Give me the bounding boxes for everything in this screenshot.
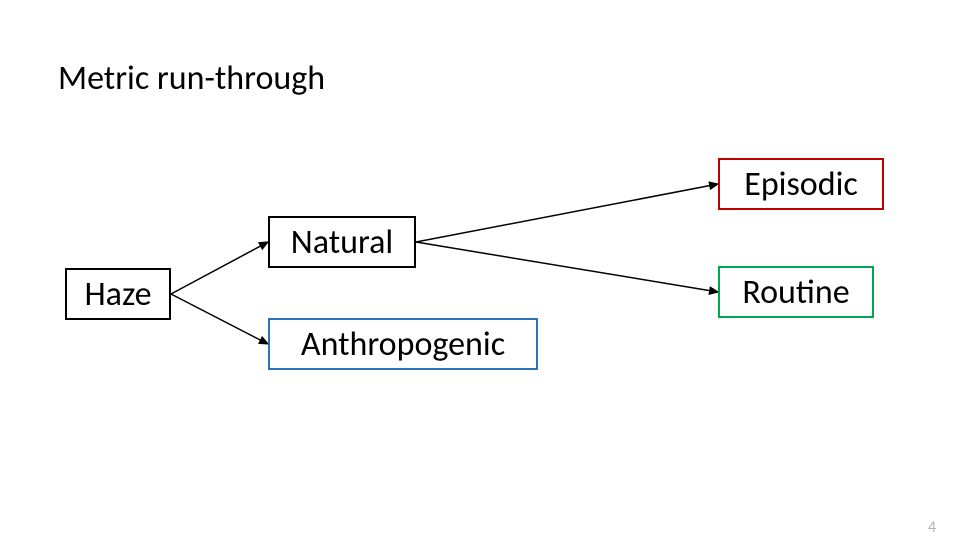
node-natural-label: Natural <box>291 222 393 263</box>
node-episodic-label: Episodic <box>744 164 858 205</box>
edge <box>416 184 718 242</box>
edge <box>171 294 268 344</box>
node-anthropogenic: Anthropogenic <box>268 318 538 370</box>
node-natural: Natural <box>268 216 416 268</box>
node-haze: Haze <box>65 268 171 320</box>
slide-title: Metric run-through <box>58 58 325 99</box>
edge <box>416 242 718 292</box>
node-routine: Routine <box>718 266 874 318</box>
node-haze-label: Haze <box>84 274 151 315</box>
node-routine-label: Routine <box>742 272 849 313</box>
page-number: 4 <box>928 518 936 537</box>
node-anthropogenic-label: Anthropogenic <box>301 324 505 365</box>
edge <box>171 242 268 294</box>
node-episodic: Episodic <box>718 158 884 210</box>
